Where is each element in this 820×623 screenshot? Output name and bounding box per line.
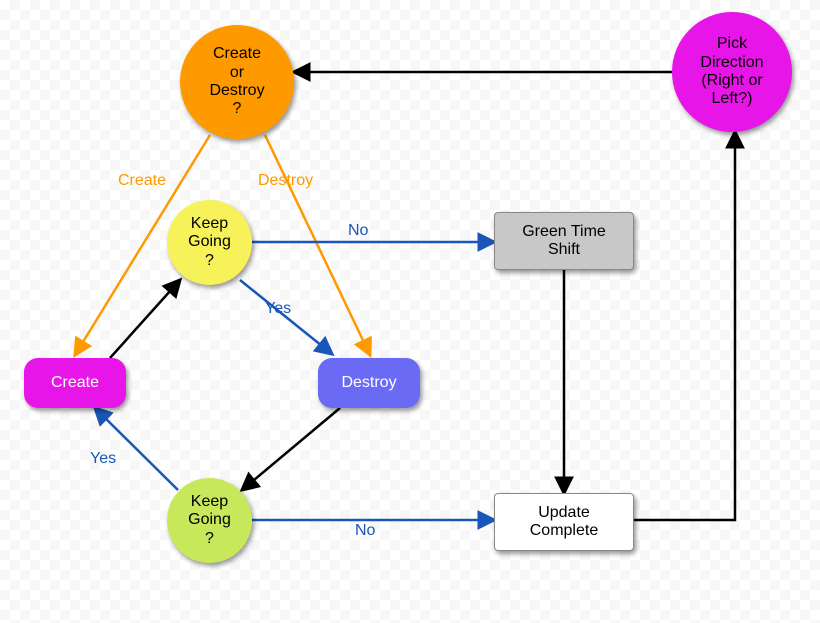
node-keep_going_top: KeepGoing? [167, 200, 252, 285]
node-label-create_or_destroy: CreateorDestroy? [209, 45, 264, 119]
node-pick_direction: PickDirection(Right orLeft?) [672, 12, 792, 132]
node-create_or_destroy: CreateorDestroy? [180, 25, 294, 139]
edge-update_complete-pick_direction [634, 132, 735, 520]
node-label-keep_going_top: KeepGoing? [188, 215, 231, 270]
edge-destroy-keep_going_bottom [242, 408, 340, 490]
node-label-update_complete: UpdateComplete [530, 504, 598, 541]
node-label-pick_direction: PickDirection(Right orLeft?) [700, 35, 763, 109]
node-create: Create [24, 358, 126, 408]
edge-keep_going_bottom-create [95, 408, 178, 490]
edge-label-create_or_destroy-create: Create [118, 172, 166, 190]
edge-label-keep_going_bottom-update_complete: No [355, 522, 375, 540]
edge-label-keep_going_top-destroy: Yes [265, 300, 291, 318]
edge-label-keep_going_top-green_time_shift: No [348, 222, 368, 240]
node-label-green_time_shift: Green TimeShift [522, 223, 606, 260]
node-label-destroy: Destroy [341, 374, 396, 392]
node-green_time_shift: Green TimeShift [494, 212, 634, 270]
node-label-keep_going_bottom: KeepGoing? [188, 493, 231, 548]
node-keep_going_bottom: KeepGoing? [167, 478, 252, 563]
edge-label-create_or_destroy-destroy: Destroy [258, 172, 313, 190]
edge-create_or_destroy-destroy [265, 135, 370, 355]
edge-create-keep_going_top [110, 280, 180, 358]
edge-label-keep_going_bottom-create: Yes [90, 450, 116, 468]
node-label-create: Create [51, 374, 99, 392]
node-destroy: Destroy [318, 358, 420, 408]
node-update_complete: UpdateComplete [494, 493, 634, 551]
